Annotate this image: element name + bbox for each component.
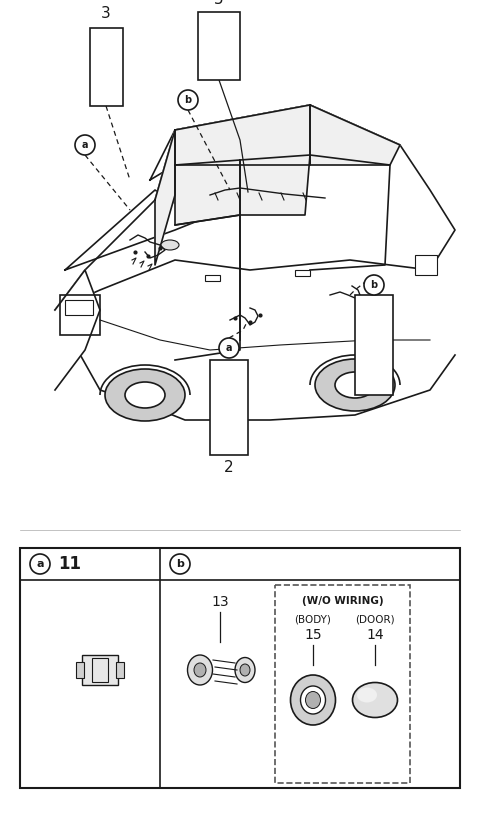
Bar [205,275,220,281]
Ellipse shape [357,687,377,703]
Text: 3: 3 [101,6,111,21]
Ellipse shape [161,240,179,250]
Polygon shape [310,105,400,165]
Bar [116,662,124,678]
Text: a: a [36,559,44,569]
Bar [82,655,118,685]
Circle shape [30,554,50,574]
Ellipse shape [125,382,165,408]
Bar [76,662,84,678]
Ellipse shape [335,372,375,398]
Circle shape [219,338,239,358]
Bar [20,548,460,788]
Bar [90,28,123,106]
Ellipse shape [315,359,395,411]
Polygon shape [240,155,310,215]
Text: (DOOR): (DOOR) [355,615,395,625]
Text: 5: 5 [214,0,224,7]
Text: b: b [371,280,378,290]
Polygon shape [55,230,455,420]
Bar [210,360,248,455]
Bar [295,270,310,276]
Ellipse shape [305,691,321,708]
Ellipse shape [352,682,397,717]
Circle shape [178,90,198,110]
Bar [415,255,437,275]
Circle shape [75,135,95,155]
Polygon shape [65,190,200,270]
Circle shape [364,275,384,295]
Ellipse shape [240,664,250,676]
Ellipse shape [194,663,206,677]
Ellipse shape [105,369,185,421]
Text: 15: 15 [304,628,322,642]
Text: a: a [226,343,232,353]
Ellipse shape [188,655,213,685]
Polygon shape [175,105,310,165]
Text: b: b [184,95,192,105]
Text: 2: 2 [224,460,234,475]
Text: 14: 14 [366,628,384,642]
Polygon shape [55,270,100,390]
Text: 11: 11 [59,555,82,573]
Bar [355,295,393,395]
Text: b: b [176,559,184,569]
Ellipse shape [235,658,255,682]
Bar [275,585,410,783]
Polygon shape [155,130,175,265]
Circle shape [170,554,190,574]
Ellipse shape [290,675,336,725]
Bar [92,658,108,682]
Polygon shape [175,160,240,225]
Text: 13: 13 [211,595,229,609]
Bar [65,300,93,315]
Bar [60,295,100,335]
Polygon shape [55,105,455,310]
Bar [198,12,240,80]
Text: a: a [82,140,88,150]
Text: (BODY): (BODY) [295,615,331,625]
Ellipse shape [300,686,325,714]
Text: (W/O WIRING): (W/O WIRING) [302,596,384,606]
Text: 4: 4 [369,275,379,290]
